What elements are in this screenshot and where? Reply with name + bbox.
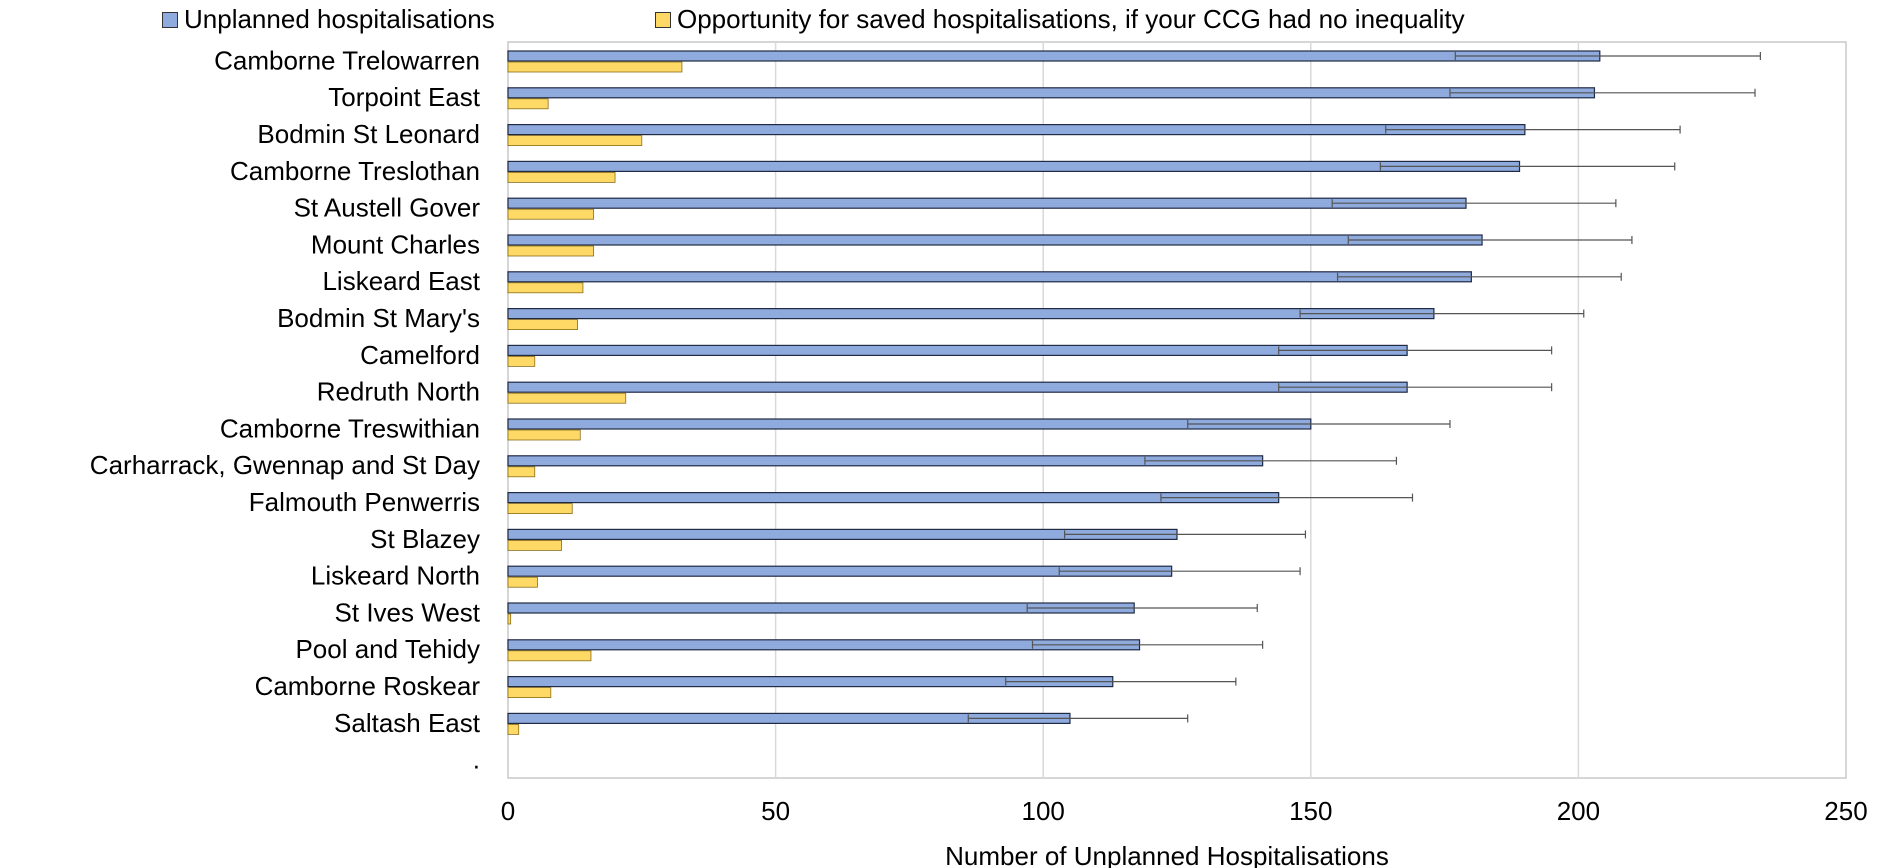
x-axis-title: Number of Unplanned Hospitalisations (945, 841, 1389, 868)
bar-opportunity (507, 61, 683, 73)
bar-opportunity (507, 687, 552, 698)
bar-unplanned (507, 308, 1435, 320)
category-label: Liskeard North (311, 561, 480, 591)
legend-label-unplanned: Unplanned hospitalisations (184, 4, 495, 34)
category-label: Falmouth Penwerris (249, 487, 480, 517)
bar-unplanned (507, 234, 1483, 246)
category-label: St Ives West (335, 597, 481, 627)
category-label: Pool and Tehidy (295, 634, 480, 664)
bar-opportunity (507, 540, 562, 551)
x-tick-label: 250 (1824, 796, 1867, 826)
bar-opportunity (507, 724, 520, 735)
category-label: Camborne Trelowarren (214, 45, 480, 75)
bar-unplanned (507, 160, 1521, 172)
bar-unplanned (507, 381, 1408, 393)
chart-legend: Unplanned hospitalisations Opportunity f… (0, 4, 1886, 38)
category-label: St Blazey (370, 524, 480, 554)
bar-opportunity (507, 613, 512, 625)
plot-area (507, 41, 1847, 779)
bar-opportunity (507, 208, 595, 220)
legend-item-unplanned: Unplanned hospitalisations (162, 4, 495, 35)
category-label: Camborne Treslothan (230, 156, 480, 186)
bar-unplanned (507, 123, 1526, 136)
bar-opportunity (507, 392, 627, 404)
category-label: Camelford (360, 340, 480, 370)
category-label: Bodmin St Mary's (277, 303, 480, 333)
bar-opportunity (507, 319, 578, 331)
bar-opportunity (507, 171, 616, 183)
bar-opportunity (507, 429, 581, 441)
bar-opportunity (507, 576, 538, 588)
bar-opportunity (507, 98, 549, 110)
category-label: Camborne Treswithian (220, 413, 480, 443)
bar-opportunity (507, 650, 592, 662)
bar-unplanned (507, 50, 1601, 62)
bar-opportunity (507, 503, 573, 515)
bar-opportunity (507, 135, 643, 147)
category-label: Torpoint East (328, 82, 481, 112)
legend-item-opportunity: Opportunity for saved hospitalisations, … (655, 4, 1465, 35)
category-label: Saltash East (334, 708, 481, 738)
bar-opportunity (507, 245, 595, 257)
category-label: St Austell Gover (294, 193, 481, 223)
category-label: Carharrack, Gwennap and St Day (90, 450, 480, 480)
category-label: Redruth North (317, 377, 480, 407)
x-tick-label: 150 (1289, 796, 1332, 826)
x-tick-label: 50 (761, 796, 790, 826)
category-label: Liskeard East (322, 266, 480, 296)
category-label: Bodmin St Leonard (257, 119, 480, 149)
category-label: Camborne Roskear (255, 671, 481, 701)
category-label: Mount Charles (311, 229, 480, 259)
legend-swatch-unplanned (162, 11, 178, 28)
bar-unplanned (507, 87, 1596, 99)
category-label: . (473, 745, 480, 775)
bar-opportunity (507, 282, 584, 294)
bar-opportunity (507, 355, 536, 367)
legend-swatch-opportunity (655, 11, 671, 28)
bar-opportunity (507, 466, 536, 478)
bar-unplanned (507, 271, 1472, 283)
legend-label-opportunity: Opportunity for saved hospitalisations, … (677, 4, 1465, 34)
x-tick-label: 0 (501, 796, 515, 826)
x-tick-label: 100 (1022, 796, 1065, 826)
bar-unplanned (507, 344, 1408, 356)
bar-unplanned (507, 197, 1467, 209)
x-tick-label: 200 (1557, 796, 1600, 826)
